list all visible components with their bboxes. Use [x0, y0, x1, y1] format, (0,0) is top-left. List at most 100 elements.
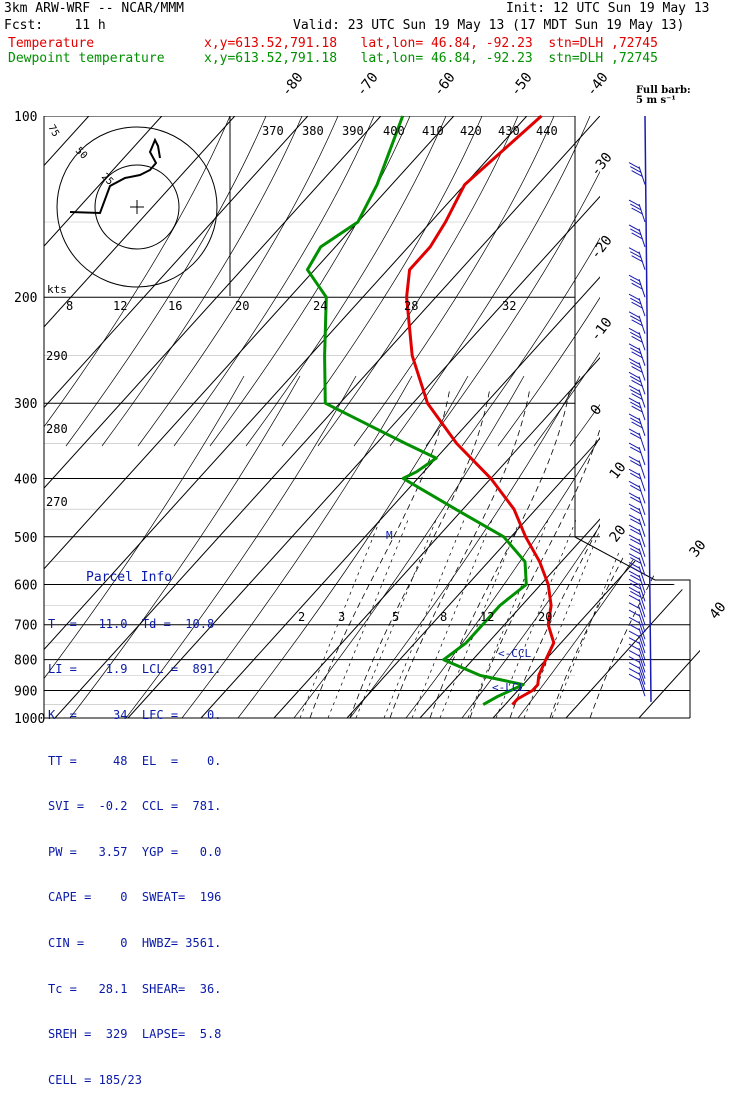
hodograph-ring-outer: [56, 126, 218, 288]
isotherm: [200, 116, 700, 718]
parcel-info-line: CELL = 185/23: [48, 1072, 142, 1087]
wind-barbs: [628, 115, 652, 702]
wind-barb: [628, 594, 646, 618]
wind-barb: [628, 586, 646, 610]
parcel-info-line: LI = 1.9 LCL = 891.: [48, 662, 222, 677]
isotherm: [44, 116, 382, 718]
isotherm-tick-label: 20: [607, 522, 630, 545]
mixing-ratio-line: [355, 519, 437, 718]
wind-barb: [628, 293, 646, 317]
wind-barb: [628, 630, 646, 654]
dry-adiabat: [65, 116, 267, 447]
dry-adiabat: [389, 116, 591, 447]
wind-barb: [628, 162, 646, 185]
isotherm: [44, 116, 309, 718]
mixing-ratio-line: [439, 519, 521, 718]
hodograph-ring-label: 50: [73, 145, 89, 161]
wind-barb: [628, 562, 646, 585]
parcel-info-line: CAPE = 0 SWEAT= 196: [48, 890, 222, 905]
isotherm: [273, 116, 700, 718]
dry-adiabat: [281, 116, 483, 447]
wind-barb: [628, 428, 646, 452]
wind-barb: [628, 343, 646, 366]
isotherm: [127, 116, 674, 718]
isotherm: [44, 116, 236, 718]
dry-adiabat: [69, 375, 301, 718]
mixing-ratio-line: [383, 519, 465, 718]
mixing-ratio-low-label: 8: [440, 610, 447, 624]
wind-barb: [628, 543, 646, 567]
dry-adiabat: [245, 116, 447, 447]
mixing-ratio-top-label: 8: [66, 299, 73, 313]
mark-ccl: <-CCL: [498, 647, 532, 660]
theta-tick-label: 390: [342, 124, 364, 138]
mixing-ratio-top-label: 28: [404, 299, 418, 313]
theta-low-tick-label: 270: [46, 495, 68, 509]
mixing-ratio-top-label: 32: [502, 299, 516, 313]
isotherm-tick-label: 10: [607, 459, 630, 482]
mark-m: M: [386, 529, 393, 542]
wind-barb: [628, 199, 646, 223]
parcel-info-line: SREH = 329 LAPSE= 5.8: [48, 1027, 222, 1042]
parcel-info-line: PW = 3.57 YGP = 0.0: [48, 844, 222, 859]
mark-lcl: <-LCL: [492, 681, 526, 694]
theta-low-tick-label: 290: [46, 349, 68, 363]
wind-barb: [628, 637, 646, 660]
mixing-ratio-low-label: 20: [538, 610, 552, 624]
mixing-ratio-low-label: 5: [392, 610, 399, 624]
isotherm: [346, 116, 700, 718]
init-time: Init: 12 UTC Sun 19 May 13: [506, 1, 710, 16]
pressure-tick-label: 900: [14, 684, 37, 699]
parcel-info-line: SVI = -0.2 CCL = 781.: [48, 799, 222, 814]
mixing-ratio-top-label: 16: [168, 299, 182, 313]
wind-barb: [628, 602, 646, 625]
mixing-ratio-top-label: 20: [235, 299, 249, 313]
legend-dewpoint-info: x,y=613.52,791.18 lat,lon= 46.84, -92.23…: [204, 51, 658, 66]
isotherm-tick-label: -10: [588, 315, 616, 345]
theta-tick-label: 420: [460, 124, 482, 138]
full-barb-key: Full barb: 5 m s⁻¹: [636, 86, 691, 106]
moist-adiabat: [389, 387, 531, 718]
full-barb-label: Full barb:: [636, 85, 691, 96]
wind-barb: [628, 609, 646, 633]
isotherm-tick-label: -20: [588, 233, 616, 263]
parcel-info-panel: Parcel Info T = 11.0 Td = 10.8 LI = 1.9 …: [48, 540, 228, 1103]
wind-barb: [628, 413, 646, 437]
wind-barb: [628, 468, 646, 492]
parcel-info-line: TT = 48 EL = 0.: [48, 753, 222, 768]
isotherm-tick-label: 40: [707, 599, 730, 622]
isotherm: [44, 116, 163, 718]
wind-barb: [628, 616, 646, 640]
isotherm-tick-label: -40: [584, 70, 612, 100]
theta-tick-label: 430: [498, 124, 520, 138]
parcel-info-title: Parcel Info: [86, 570, 173, 586]
dry-adiabat: [101, 116, 303, 447]
pressure-tick-label: 500: [14, 531, 37, 546]
hodograph-ring-label: 75: [45, 123, 61, 139]
dewpoint-line: [305, 115, 528, 706]
dry-adiabat: [349, 375, 581, 718]
dry-adiabat: [173, 116, 375, 447]
isotherm-tick-label: -50: [508, 70, 536, 100]
dry-adiabat: [405, 375, 637, 718]
dry-adiabat: [181, 375, 413, 718]
isotherm: [44, 116, 528, 718]
mixing-ratio-low-label: 12: [480, 610, 494, 624]
moist-adiabat: [549, 387, 691, 718]
hodograph-unit: kts: [47, 283, 67, 296]
moist-adiabat: [309, 387, 451, 718]
mixing-ratio-top-label: 24: [313, 299, 327, 313]
wind-barb: [628, 247, 646, 270]
theta-tick-label: 410: [422, 124, 444, 138]
series-layer: [305, 114, 556, 706]
mixing-ratio-line: [495, 519, 577, 718]
mixing-ratio-low-label: 2: [298, 610, 305, 624]
theta-tick-label: 440: [536, 124, 558, 138]
wind-barb: [628, 385, 646, 408]
isotherm: [419, 116, 700, 718]
isotherm-tick-label: 30: [687, 537, 710, 560]
pressure-tick-label: 200: [14, 291, 37, 306]
pressure-tick-label: 800: [14, 654, 37, 669]
frame-right-step: [574, 536, 691, 718]
